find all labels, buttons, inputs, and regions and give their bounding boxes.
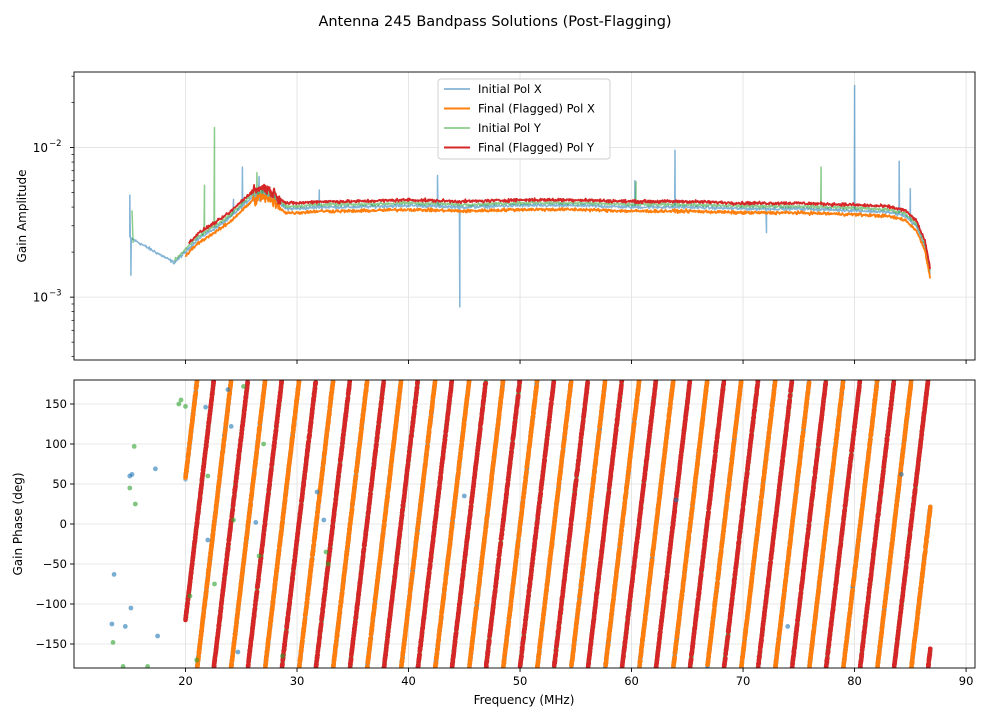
legend-label: Final (Flagged) Pol Y (478, 141, 595, 155)
amplitude-ylabel: Gain Amplitude (15, 170, 29, 263)
legend-label: Initial Pol Y (478, 121, 542, 135)
legend-label: Initial Pol X (478, 82, 542, 96)
amplitude-ytick-exponent: −2 (49, 139, 62, 149)
phase-plot-area (110, 378, 933, 671)
amplitude-ytick-exponent: −3 (49, 289, 62, 299)
amplitude-series-final_y (189, 185, 930, 270)
amplitude-ytick-label: 10 (33, 141, 48, 155)
amplitude-legend: Initial Pol X Final (Flagged) Pol X Initia… (438, 79, 610, 159)
amplitude-panel: 10−310−2 Gain Amplitude Initial Pol XFin… (15, 72, 975, 364)
amplitude-ytick-label: 10 (33, 291, 48, 305)
legend-label: Final (Flagged) Pol X (478, 102, 595, 116)
figure-title: Antenna 245 Bandpass Solutions (Post-Fla… (318, 14, 671, 30)
